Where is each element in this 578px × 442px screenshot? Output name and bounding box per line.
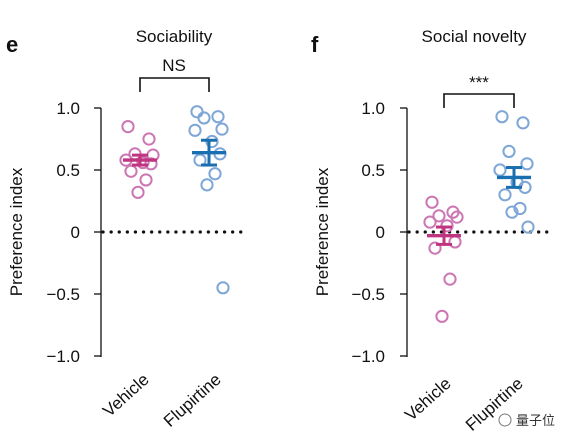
- data-point: [139, 173, 153, 187]
- data-point: [520, 157, 534, 171]
- data-point: [197, 111, 211, 125]
- data-point: [188, 123, 202, 137]
- significance-label-f: ***: [469, 73, 489, 92]
- y-tick-label: 0.5: [361, 161, 385, 180]
- y-axis-label-f: Preference index: [313, 167, 332, 296]
- data-points-f: [423, 110, 535, 323]
- significance-bracket-f: [443, 93, 515, 108]
- category-label-vehicle-f: Vehicle: [401, 374, 454, 425]
- data-point: [425, 195, 439, 209]
- category-label-flupirtine-e: Flupirtine: [160, 370, 225, 431]
- data-point: [493, 163, 507, 177]
- data-point: [513, 201, 527, 216]
- y-tick-label: −1.0: [46, 347, 80, 366]
- y-tick-label: −1.0: [351, 347, 385, 366]
- data-point: [495, 110, 509, 124]
- data-point: [521, 220, 535, 234]
- data-point: [432, 209, 446, 223]
- panel-letter-f: f: [311, 32, 319, 57]
- mean-sem-e: [123, 138, 226, 167]
- panel-letter-e: e: [6, 32, 18, 57]
- y-axis-label-e: Preference index: [7, 167, 26, 296]
- data-point: [211, 110, 225, 124]
- panel-e-sociability: e Sociability Preference index 1.0 0.5 0…: [6, 27, 248, 431]
- data-point: [121, 120, 135, 134]
- chart-title-e: Sociability: [136, 27, 213, 46]
- data-point: [190, 105, 204, 119]
- data-point: [142, 132, 156, 146]
- data-point: [193, 153, 207, 167]
- data-point: [502, 144, 516, 158]
- data-point: [200, 178, 214, 192]
- watermark-logo-icon: [498, 413, 512, 427]
- data-point: [216, 281, 230, 295]
- data-point: [498, 188, 512, 202]
- y-tick-label: 1.0: [361, 99, 385, 118]
- y-tick-label: 0: [376, 223, 385, 242]
- watermark: 量子位: [498, 413, 555, 429]
- significance-label-e: NS: [162, 56, 186, 75]
- mean-sem-f: [427, 166, 531, 246]
- y-tick-label: 1.0: [56, 99, 80, 118]
- watermark-text: 量子位: [516, 414, 555, 429]
- y-ticks-e: 1.0 0.5 0 −0.5 −1.0: [46, 99, 101, 366]
- data-point: [131, 185, 145, 199]
- significance-bracket-e: [139, 77, 210, 92]
- data-point: [136, 155, 150, 170]
- data-point: [208, 167, 222, 181]
- data-point: [435, 309, 449, 323]
- chart-title-f: Social novelty: [422, 27, 527, 46]
- data-point: [443, 272, 457, 286]
- data-point: [428, 241, 442, 255]
- y-ticks-f: 1.0 0.5 0 −0.5 −1.0: [351, 99, 407, 366]
- category-label-vehicle-e: Vehicle: [99, 370, 152, 421]
- data-point: [450, 210, 464, 224]
- y-tick-label: 0.5: [56, 161, 80, 180]
- y-tick-label: 0: [71, 223, 80, 242]
- data-point: [505, 205, 519, 219]
- y-tick-label: −0.5: [46, 285, 80, 304]
- data-point: [124, 164, 138, 178]
- data-point: [215, 122, 229, 136]
- data-point: [516, 116, 530, 130]
- panel-f-social-novelty: f Social novelty Preference index 1.0 0.…: [311, 27, 552, 435]
- data-point: [423, 215, 437, 229]
- y-tick-label: −0.5: [351, 285, 385, 304]
- data-points-e: [119, 105, 230, 295]
